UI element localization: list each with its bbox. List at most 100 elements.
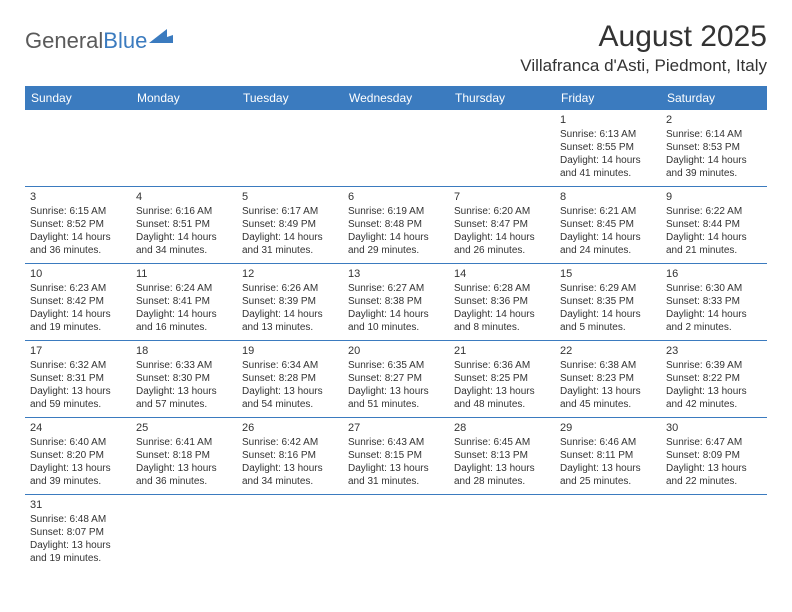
sunset-text: Sunset: 8:39 PM [242, 295, 338, 308]
day-cell: 21Sunrise: 6:36 AMSunset: 8:25 PMDayligh… [449, 341, 555, 417]
day-cell: 26Sunrise: 6:42 AMSunset: 8:16 PMDayligh… [237, 418, 343, 494]
sunset-text: Sunset: 8:23 PM [560, 372, 656, 385]
daylight2-text: and 21 minutes. [666, 244, 762, 257]
day-cell: 11Sunrise: 6:24 AMSunset: 8:41 PMDayligh… [131, 264, 237, 340]
sunrise-text: Sunrise: 6:20 AM [454, 205, 550, 218]
sunrise-text: Sunrise: 6:16 AM [136, 205, 232, 218]
day-header: Tuesday [237, 86, 343, 110]
logo-text-2: Blue [103, 28, 147, 54]
sunset-text: Sunset: 8:53 PM [666, 141, 762, 154]
empty-cell [343, 110, 449, 186]
daylight1-text: Daylight: 13 hours [348, 462, 444, 475]
day-number: 2 [666, 113, 762, 127]
sunset-text: Sunset: 8:48 PM [348, 218, 444, 231]
daylight2-text: and 25 minutes. [560, 475, 656, 488]
sunset-text: Sunset: 8:51 PM [136, 218, 232, 231]
sunset-text: Sunset: 8:15 PM [348, 449, 444, 462]
sunset-text: Sunset: 8:31 PM [30, 372, 126, 385]
sunrise-text: Sunrise: 6:15 AM [30, 205, 126, 218]
sunrise-text: Sunrise: 6:38 AM [560, 359, 656, 372]
day-number: 4 [136, 190, 232, 204]
sunrise-text: Sunrise: 6:35 AM [348, 359, 444, 372]
day-header: Saturday [661, 86, 767, 110]
day-cell: 22Sunrise: 6:38 AMSunset: 8:23 PMDayligh… [555, 341, 661, 417]
daylight2-text: and 59 minutes. [30, 398, 126, 411]
daylight2-text: and 22 minutes. [666, 475, 762, 488]
day-number: 22 [560, 344, 656, 358]
day-cell: 27Sunrise: 6:43 AMSunset: 8:15 PMDayligh… [343, 418, 449, 494]
daylight2-text: and 31 minutes. [242, 244, 338, 257]
day-cell: 23Sunrise: 6:39 AMSunset: 8:22 PMDayligh… [661, 341, 767, 417]
daylight2-text: and 57 minutes. [136, 398, 232, 411]
day-number: 6 [348, 190, 444, 204]
sunset-text: Sunset: 8:44 PM [666, 218, 762, 231]
sunrise-text: Sunrise: 6:26 AM [242, 282, 338, 295]
day-cell: 17Sunrise: 6:32 AMSunset: 8:31 PMDayligh… [25, 341, 131, 417]
daylight1-text: Daylight: 14 hours [136, 308, 232, 321]
daylight1-text: Daylight: 13 hours [454, 385, 550, 398]
daylight2-text: and 36 minutes. [136, 475, 232, 488]
daylight2-text: and 34 minutes. [242, 475, 338, 488]
sunset-text: Sunset: 8:35 PM [560, 295, 656, 308]
day-number: 24 [30, 421, 126, 435]
weeks-container: 1Sunrise: 6:13 AMSunset: 8:55 PMDaylight… [25, 110, 767, 571]
sunrise-text: Sunrise: 6:24 AM [136, 282, 232, 295]
daylight1-text: Daylight: 14 hours [666, 308, 762, 321]
daylight2-text: and 24 minutes. [560, 244, 656, 257]
daylight1-text: Daylight: 14 hours [666, 154, 762, 167]
daylight2-text: and 42 minutes. [666, 398, 762, 411]
sunset-text: Sunset: 8:27 PM [348, 372, 444, 385]
day-header: Thursday [449, 86, 555, 110]
sunset-text: Sunset: 8:28 PM [242, 372, 338, 385]
empty-cell [343, 495, 449, 571]
sunrise-text: Sunrise: 6:47 AM [666, 436, 762, 449]
day-header: Sunday [25, 86, 131, 110]
sunrise-text: Sunrise: 6:36 AM [454, 359, 550, 372]
day-number: 10 [30, 267, 126, 281]
week-row: 17Sunrise: 6:32 AMSunset: 8:31 PMDayligh… [25, 341, 767, 418]
day-number: 30 [666, 421, 762, 435]
day-number: 21 [454, 344, 550, 358]
sunset-text: Sunset: 8:38 PM [348, 295, 444, 308]
sunset-text: Sunset: 8:09 PM [666, 449, 762, 462]
sunset-text: Sunset: 8:16 PM [242, 449, 338, 462]
day-number: 13 [348, 267, 444, 281]
daylight1-text: Daylight: 13 hours [242, 462, 338, 475]
day-header: Monday [131, 86, 237, 110]
daylight1-text: Daylight: 14 hours [560, 154, 656, 167]
day-number: 1 [560, 113, 656, 127]
day-number: 19 [242, 344, 338, 358]
day-number: 12 [242, 267, 338, 281]
daylight2-text: and 31 minutes. [348, 475, 444, 488]
sunset-text: Sunset: 8:36 PM [454, 295, 550, 308]
day-number: 26 [242, 421, 338, 435]
week-row: 31Sunrise: 6:48 AMSunset: 8:07 PMDayligh… [25, 495, 767, 571]
daylight2-text: and 28 minutes. [454, 475, 550, 488]
sunset-text: Sunset: 8:13 PM [454, 449, 550, 462]
sunrise-text: Sunrise: 6:43 AM [348, 436, 444, 449]
daylight2-text: and 41 minutes. [560, 167, 656, 180]
empty-cell [25, 110, 131, 186]
daylight2-text: and 5 minutes. [560, 321, 656, 334]
day-number: 23 [666, 344, 762, 358]
day-cell: 1Sunrise: 6:13 AMSunset: 8:55 PMDaylight… [555, 110, 661, 186]
empty-cell [449, 495, 555, 571]
calendar: SundayMondayTuesdayWednesdayThursdayFrid… [25, 86, 767, 571]
sunset-text: Sunset: 8:18 PM [136, 449, 232, 462]
sunset-text: Sunset: 8:55 PM [560, 141, 656, 154]
daylight1-text: Daylight: 13 hours [136, 462, 232, 475]
daylight2-text: and 36 minutes. [30, 244, 126, 257]
daylight2-text: and 19 minutes. [30, 552, 126, 565]
day-cell: 16Sunrise: 6:30 AMSunset: 8:33 PMDayligh… [661, 264, 767, 340]
daylight2-text: and 13 minutes. [242, 321, 338, 334]
logo-text-1: General [25, 28, 103, 54]
sunset-text: Sunset: 8:22 PM [666, 372, 762, 385]
day-header: Wednesday [343, 86, 449, 110]
day-cell: 5Sunrise: 6:17 AMSunset: 8:49 PMDaylight… [237, 187, 343, 263]
day-header-row: SundayMondayTuesdayWednesdayThursdayFrid… [25, 86, 767, 110]
daylight1-text: Daylight: 14 hours [30, 231, 126, 244]
day-cell: 24Sunrise: 6:40 AMSunset: 8:20 PMDayligh… [25, 418, 131, 494]
daylight1-text: Daylight: 14 hours [30, 308, 126, 321]
sunset-text: Sunset: 8:07 PM [30, 526, 126, 539]
daylight1-text: Daylight: 14 hours [560, 231, 656, 244]
